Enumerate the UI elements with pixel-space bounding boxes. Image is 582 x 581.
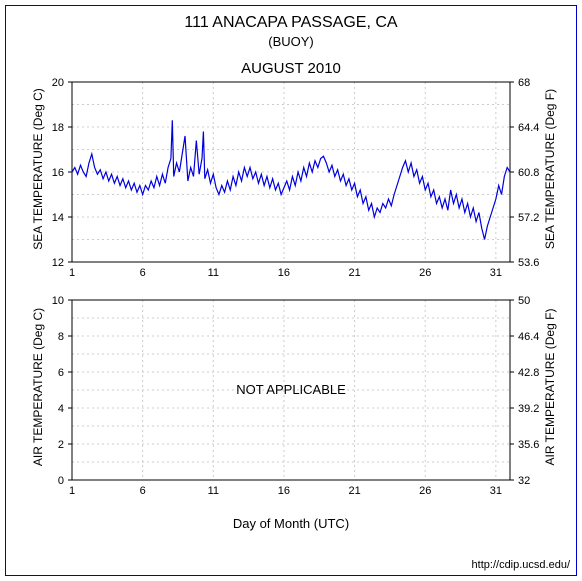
svg-text:2: 2 [58,439,64,451]
svg-text:35.6: 35.6 [518,439,539,451]
svg-text:6: 6 [140,485,146,497]
sea-chart-svg: 161116212631121416182053.657.260.864.468 [72,82,510,262]
svg-text:21: 21 [348,485,360,497]
svg-text:12: 12 [52,257,64,269]
svg-text:57.2: 57.2 [518,212,539,224]
sea-temperature-chart: 161116212631121416182053.657.260.864.468 [72,82,510,262]
svg-text:14: 14 [52,212,64,224]
svg-text:39.2: 39.2 [518,403,539,415]
svg-text:31: 31 [490,267,502,279]
air-temperature-chart: 16111621263102468103235.639.242.846.450N… [72,300,510,480]
header-block: 111 ANACAPA PASSAGE, CA (BUOY) [0,14,582,49]
svg-text:42.8: 42.8 [518,367,539,379]
period-title: AUGUST 2010 [0,60,582,77]
air-ylabel-left: AIR TEMPERATURE (Deg C) [31,297,45,477]
source-url: http://cdip.ucsd.edu/ [472,559,570,571]
svg-text:26: 26 [419,267,431,279]
main-title: 111 ANACAPA PASSAGE, CA [0,14,582,32]
svg-text:21: 21 [348,267,360,279]
chart-frame: 111 ANACAPA PASSAGE, CA (BUOY) AUGUST 20… [0,0,582,581]
svg-text:16: 16 [52,167,64,179]
svg-text:NOT APPLICABLE: NOT APPLICABLE [236,382,346,397]
svg-text:16: 16 [278,267,290,279]
svg-text:1: 1 [69,485,75,497]
svg-text:8: 8 [58,331,64,343]
svg-text:1: 1 [69,267,75,279]
air-ylabel-right: AIR TEMPERATURE (Deg F) [543,297,557,477]
svg-text:6: 6 [140,267,146,279]
svg-text:60.8: 60.8 [518,167,539,179]
svg-text:26: 26 [419,485,431,497]
svg-text:18: 18 [52,122,64,134]
svg-text:6: 6 [58,367,64,379]
svg-text:4: 4 [58,403,64,415]
svg-text:16: 16 [278,485,290,497]
svg-text:10: 10 [52,295,64,307]
svg-text:20: 20 [52,77,64,89]
subtitle: (BUOY) [0,34,582,49]
x-axis-label: Day of Month (UTC) [0,516,582,531]
svg-text:11: 11 [208,267,219,279]
svg-text:64.4: 64.4 [518,122,539,134]
svg-text:11: 11 [208,485,219,497]
svg-text:0: 0 [58,475,64,487]
svg-text:31: 31 [490,485,502,497]
svg-text:53.6: 53.6 [518,257,539,269]
svg-text:68: 68 [518,77,530,89]
air-chart-svg: 16111621263102468103235.639.242.846.450N… [72,300,510,480]
sea-ylabel-right: SEA TEMPERATURE (Deg F) [543,79,557,259]
sea-ylabel-left: SEA TEMPERATURE (Deg C) [31,79,45,259]
svg-text:50: 50 [518,295,530,307]
svg-text:32: 32 [518,475,530,487]
svg-text:46.4: 46.4 [518,331,539,343]
